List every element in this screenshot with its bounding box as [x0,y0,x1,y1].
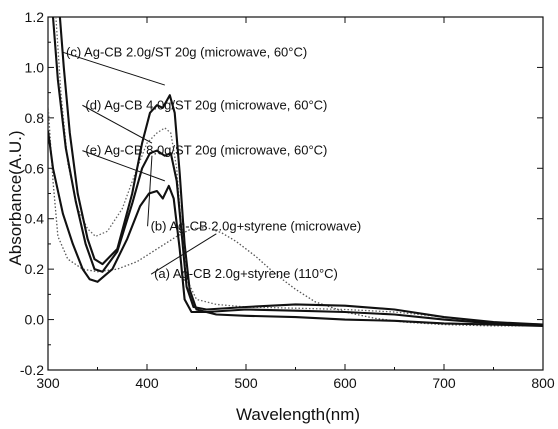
x-tick-label: 800 [531,375,555,391]
leader-line-e [82,150,165,182]
leader-line-b [147,155,153,227]
series-label-d: (d) Ag-CB 4.0g/ST 20g (microwave, 60°C) [85,97,327,112]
series-line-c [58,17,543,327]
series-line-e [48,130,543,326]
series-label-a: (a) Ag-CB 2.0g+styrene (110°C) [154,266,338,281]
series-line-b [55,17,543,326]
y-tick-label: 0.2 [25,261,45,277]
tick-layer: 300 400 500 600 700 800 -0.2 0.0 0.2 0.4 0.6 0.8 1.0… [20,9,555,391]
y-tick-label: -0.2 [20,362,44,378]
leader-line-d [82,104,153,144]
leader-line-a [150,233,217,275]
annotation-layer: (a) Ag-CB 2.0g+styrene (110°C) (b) Ag-CB … [62,44,362,281]
y-tick-label: 0.4 [25,211,45,227]
x-axis-title: Wavelength(nm) [236,405,360,424]
y-axis-title: Absorbance(A.U.) [6,130,25,265]
series-line-a [48,105,543,327]
y-tick-label: 0.8 [25,110,45,126]
y-tick-label: 1.0 [25,59,45,75]
series-label-e: (e) Ag-CB 8.0g/ST 20g (microwave, 60°C) [85,143,327,158]
series-layer [48,17,543,327]
y-tick-label: 1.2 [25,9,45,25]
x-tick-label: 400 [135,375,159,391]
x-tick-label: 300 [36,375,60,391]
series-line-d [51,17,543,326]
leader-line-c [62,51,165,86]
y-tick-label: 0.6 [25,160,45,176]
series-label-c: (c) Ag-CB 2.0g/ST 20g (microwave, 60°C) [66,44,307,59]
x-tick-label: 500 [234,375,258,391]
x-tick-label: 600 [333,375,357,391]
x-tick-label: 700 [432,375,456,391]
y-tick-label: 0.0 [25,312,45,328]
series-label-b: (b) Ag-CB 2.0g+styrene (microwave) [151,218,362,233]
